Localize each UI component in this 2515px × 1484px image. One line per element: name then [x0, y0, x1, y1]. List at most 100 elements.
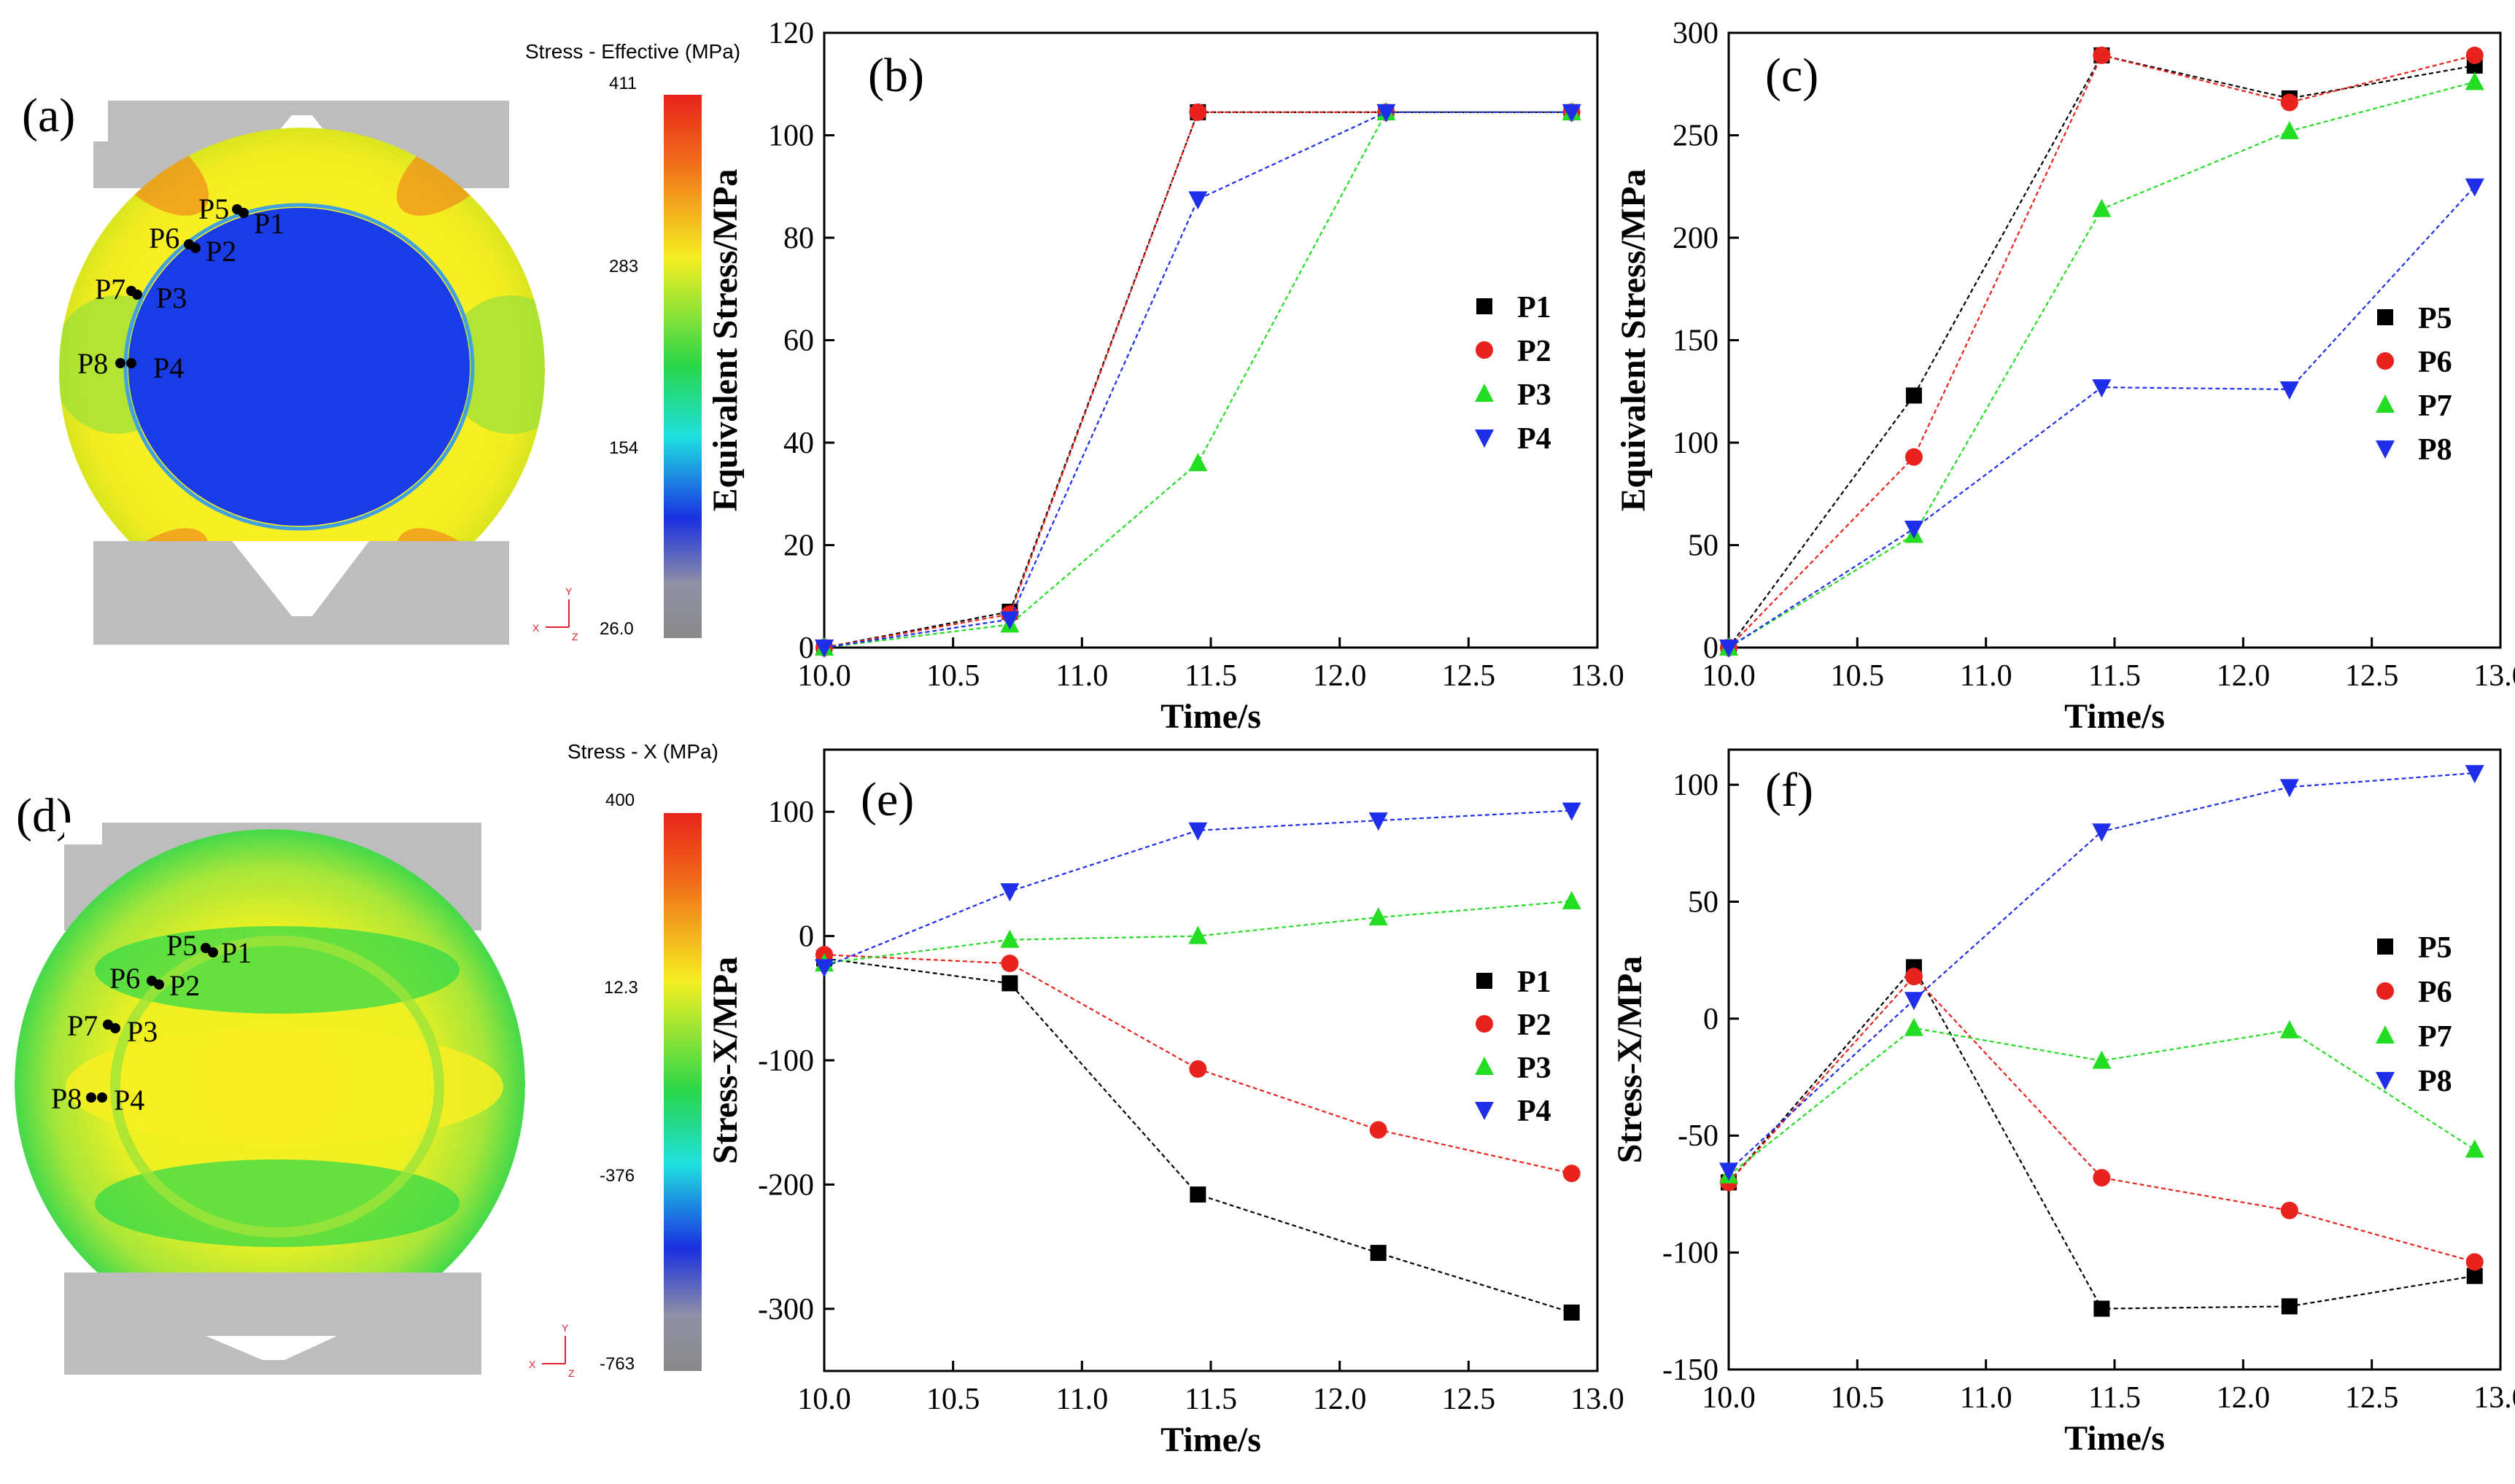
data-point-p4 [1376, 104, 1396, 123]
data-point-p4 [815, 640, 834, 658]
x-tick-label: 11.0 [1960, 1381, 2012, 1415]
series-line-p1 [824, 957, 1573, 1313]
series-p4 [815, 104, 1581, 658]
colorbar-a-tick: 154 [609, 438, 638, 458]
y-tick-label: 20 [783, 529, 814, 563]
plot-frame [1727, 748, 2502, 1371]
y-tick-label: 100 [768, 796, 814, 829]
x-tick-label: 13.0 [1570, 1383, 1624, 1416]
data-point-p4 [1188, 822, 1208, 841]
x-tick-label: 11.5 [1185, 659, 1237, 693]
data-point-p2 [1189, 1060, 1207, 1078]
point-label-p4: P4 [153, 351, 184, 384]
x-tick-label: 11.0 [1055, 659, 1108, 693]
data-point-p7 [2465, 1139, 2484, 1158]
legend-marker [1475, 1057, 1494, 1075]
series-p1 [816, 950, 1580, 1321]
point-label-p6: P6 [149, 222, 179, 255]
data-point-p7 [2092, 1050, 2112, 1069]
series-p8 [1719, 765, 2484, 1181]
data-point-p5 [2281, 1298, 2298, 1315]
data-point-p6 [1904, 968, 1923, 986]
chart-f: 10.0 10.5 11.0 11.5 12.0 12.5 13.0 100 50 0 -50 -10… [1611, 748, 2515, 1458]
measurement-points-a: P1 P2 P3 P4 P5 P6 P7 P8 [77, 193, 284, 384]
x-axis-title: Time/s [1160, 1421, 1261, 1459]
data-point-p8 [2465, 178, 2484, 197]
series-p2 [815, 103, 1581, 656]
x-tick-label: 12.5 [2345, 659, 2399, 693]
panel-letter: (e) [861, 773, 914, 826]
data-point-p8 [1904, 521, 1923, 540]
legend-label: P7 [2418, 1020, 2452, 1054]
x-tick-label: 13.0 [2473, 1381, 2515, 1415]
workpiece-d [15, 829, 525, 1340]
legend-marker [2376, 395, 2395, 413]
colorbar-d-tick: -763 [600, 1354, 635, 1374]
data-point-p5 [2093, 1300, 2110, 1317]
data-point-p4 [1000, 611, 1020, 630]
x-axis-title: Time/s [1160, 697, 1261, 736]
series-p5 [1721, 47, 2483, 656]
series-p4 [815, 802, 1581, 978]
x-tick-label: 12.0 [1313, 659, 1367, 693]
data-point-p3 [1188, 453, 1208, 472]
data-point-p8 [1719, 640, 1738, 658]
axis-triad-a: Y X Z [532, 586, 578, 642]
data-point-p2 [1562, 1165, 1581, 1183]
chart-c: 10.0 10.5 11.0 11.5 12.0 12.5 13.0 0 50 100 150 200… [1614, 17, 2515, 736]
data-point-p7 [2465, 71, 2484, 90]
data-point-p4 [1562, 802, 1581, 821]
point-label-p8: P8 [51, 1082, 82, 1115]
legend-marker [1476, 973, 1492, 989]
point-marker-p8 [115, 358, 125, 368]
legend-marker [2377, 309, 2393, 325]
point-label-p3: P3 [127, 1015, 158, 1048]
legend-entry-p7: P7 [2376, 389, 2452, 423]
series-line-p7 [1728, 81, 2475, 648]
triad-a-y: Y [565, 586, 573, 597]
y-tick-label: 40 [783, 427, 814, 460]
legend-label: P8 [2418, 433, 2452, 467]
series-p5 [1721, 959, 2483, 1317]
series-line-p7 [1728, 1027, 2476, 1176]
y-tick-label: 200 [1673, 222, 1718, 255]
series-p8 [1719, 178, 2484, 658]
lower-die-notch [232, 541, 369, 616]
series-p7 [1719, 1017, 2484, 1184]
legend-label: P5 [2418, 302, 2452, 335]
legend-label: P3 [1517, 1052, 1551, 1085]
colorbar-a: Stress - Effective (MPa) 411 283 154 26.… [525, 40, 740, 639]
data-point-p4 [1188, 191, 1208, 210]
data-point-p6 [2465, 1253, 2484, 1271]
y-axis-title: Equivalent Stress/MPa [706, 169, 745, 512]
x-tick-label: 12.0 [1313, 1383, 1367, 1416]
x-tick-label: 11.5 [1185, 1383, 1237, 1416]
y-axis-title: Stress-X/MPa [1611, 956, 1649, 1163]
data-point-p1 [1001, 975, 1018, 992]
x-tick-label: 10.0 [797, 659, 851, 693]
y-tick-label: 300 [1673, 17, 1718, 50]
legend-label: P8 [2418, 1065, 2452, 1098]
triad-a-x: X [532, 622, 540, 634]
legend-entry-p1: P1 [1476, 966, 1551, 999]
plot-frame [823, 748, 1599, 1372]
legend-marker [1475, 384, 1494, 402]
x-tick-label: 11.5 [2088, 659, 2141, 693]
point-marker-p7 [126, 286, 136, 296]
data-point-p6 [2280, 93, 2298, 112]
colorbar-d-title: Stress - X (MPa) [567, 740, 718, 763]
data-point-p6 [2093, 46, 2111, 64]
point-label-p1: P1 [221, 936, 252, 969]
data-point-p1 [1370, 1245, 1387, 1262]
legend-entry-p2: P2 [1476, 1009, 1551, 1042]
point-label-p6: P6 [109, 962, 140, 995]
legend-marker [2376, 982, 2394, 1000]
x-tick-label: 13.0 [2473, 659, 2515, 693]
colorbar-a-title: Stress - Effective (MPa) [525, 40, 740, 63]
legend-marker [1476, 1015, 1493, 1033]
legend-entry-p6: P6 [2376, 346, 2452, 379]
y-tick-label: -300 [758, 1293, 814, 1326]
point-label-p5: P5 [166, 929, 197, 962]
series-p6 [1720, 968, 2484, 1271]
